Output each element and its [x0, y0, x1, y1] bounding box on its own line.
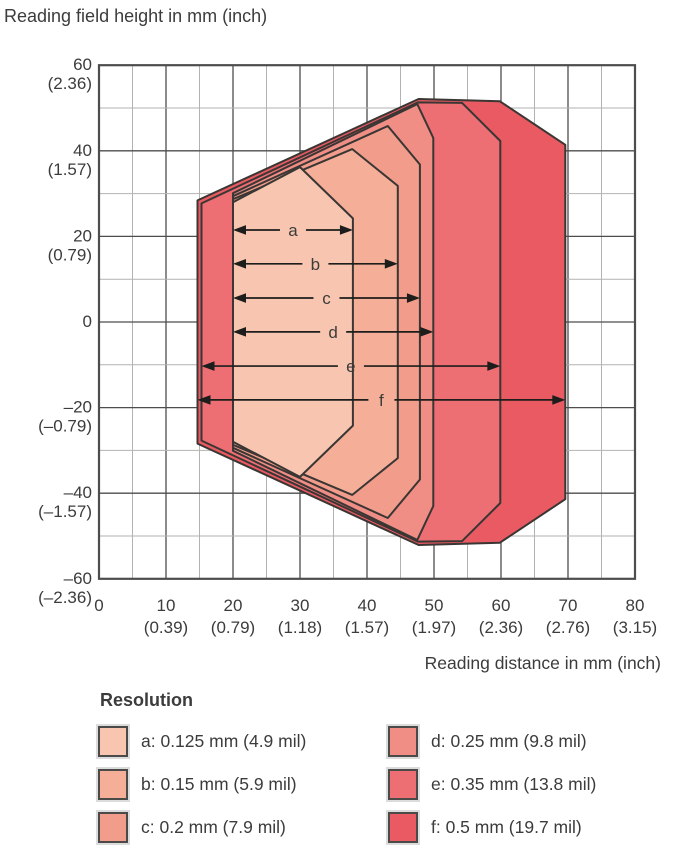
arrowhead-left-c	[233, 293, 246, 303]
arrowhead-left-f	[197, 395, 211, 405]
legend-swatch-a	[98, 726, 128, 757]
y-tick-inch: (2.36)	[48, 74, 92, 93]
x-axis-title: Reading distance in mm (inch)	[424, 653, 661, 673]
x-tick-inch: (1.18)	[278, 618, 322, 637]
legend-title: Resolution	[100, 690, 193, 710]
y-tick-mm: 60	[73, 55, 92, 74]
x-tick-inch: (1.97)	[412, 618, 456, 637]
legend-swatch-b	[98, 769, 128, 800]
y-tick-inch: (–0.79)	[38, 417, 92, 436]
arrow-label-d: d	[328, 323, 337, 342]
x-tick-inch: (0.79)	[211, 618, 255, 637]
legend: a: 0.125 mm (4.9 mil) b: 0.15 mm (5.9 mil…	[98, 720, 678, 849]
y-tick-mm: –20	[64, 398, 92, 417]
legend-item-d: d: 0.25 mm (9.8 mil)	[388, 720, 678, 763]
x-tick-inch: (3.15)	[613, 618, 657, 637]
reading-field-chart: abcdef60(2.36)40(1.57)20(0.79)0–20(–0.79…	[38, 55, 657, 637]
arrowhead-right-c	[406, 293, 420, 303]
x-tick-mm: 0	[94, 596, 103, 615]
x-tick-mm: 80	[626, 596, 645, 615]
x-tick-mm: 20	[224, 596, 243, 615]
y-tick-mm: 20	[73, 226, 92, 245]
y-tick-inch: (1.57)	[48, 160, 92, 179]
arrowhead-right-f	[552, 395, 566, 405]
x-tick-mm: 10	[157, 596, 176, 615]
y-tick-mm: –60	[64, 569, 92, 588]
legend-swatch-d	[388, 726, 418, 757]
x-tick-mm: 50	[425, 596, 444, 615]
legend-item-e: e: 0.35 mm (13.8 mil)	[388, 763, 678, 806]
arrowhead-right-e	[487, 361, 501, 371]
y-tick-mm: –40	[64, 483, 92, 502]
x-tick-mm: 70	[559, 596, 578, 615]
y-tick-inch: (–1.57)	[38, 502, 92, 521]
legend-swatch-c	[98, 812, 128, 843]
arrowhead-left-a	[233, 225, 246, 235]
arrow-label-a: a	[288, 221, 298, 240]
arrow-label-b: b	[311, 255, 320, 274]
legend-label-e: e: 0.35 mm (13.8 mil)	[431, 774, 597, 794]
arrow-label-e: e	[346, 357, 355, 376]
legend-swatch-e	[388, 769, 418, 800]
arrowhead-right-b	[384, 258, 398, 269]
x-tick-mm: 60	[492, 596, 511, 615]
legend-label-a: a: 0.125 mm (4.9 mil)	[141, 731, 307, 751]
y-axis-title: Reading field height in mm (inch)	[4, 6, 268, 26]
arrowhead-left-d	[233, 327, 246, 337]
arrow-label-c: c	[322, 289, 331, 308]
x-tick-mm: 40	[358, 596, 377, 615]
legend-label-b: b: 0.15 mm (5.9 mil)	[141, 774, 297, 794]
legend-item-f: f: 0.5 mm (19.7 mil)	[388, 806, 678, 849]
legend-label-f: f: 0.5 mm (19.7 mil)	[431, 817, 582, 837]
legend-label-d: d: 0.25 mm (9.8 mil)	[431, 731, 587, 751]
arrowhead-left-e	[201, 361, 215, 371]
arrowhead-right-d	[420, 327, 434, 337]
plot-border	[97, 64, 637, 580]
legend-item-b: b: 0.15 mm (5.9 mil)	[98, 763, 388, 806]
y-tick-mm: 0	[83, 312, 92, 331]
y-tick-mm: 40	[73, 141, 92, 160]
x-tick-inch: (2.76)	[546, 618, 590, 637]
x-tick-inch: (0.39)	[144, 618, 188, 637]
x-tick-mm: 30	[291, 596, 310, 615]
legend-label-c: c: 0.2 mm (7.9 mil)	[141, 817, 286, 837]
legend-item-a: a: 0.125 mm (4.9 mil)	[98, 720, 388, 763]
legend-item-c: c: 0.2 mm (7.9 mil)	[98, 806, 388, 849]
y-tick-inch: (0.79)	[48, 245, 92, 264]
x-tick-inch: (1.57)	[345, 618, 389, 637]
y-tick-inch: (–2.36)	[38, 588, 92, 607]
arrowhead-right-a	[339, 225, 353, 235]
arrow-label-f: f	[379, 391, 384, 410]
x-tick-inch: (2.36)	[479, 618, 523, 637]
legend-swatch-f	[388, 812, 418, 843]
arrowhead-left-b	[233, 258, 246, 269]
